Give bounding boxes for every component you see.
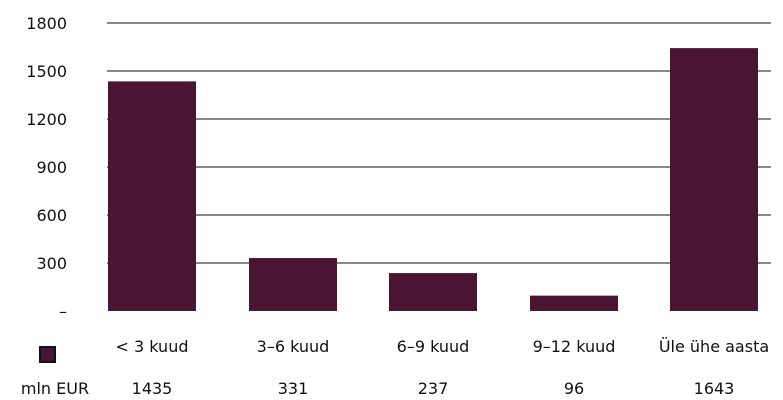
data-value-labels: 1435 331 237 96 1643: [132, 379, 735, 398]
y-tick-label: –: [59, 302, 67, 321]
legend: mln EUR: [21, 346, 89, 398]
y-tick-label: 1200: [26, 110, 67, 129]
y-tick-label: 300: [36, 254, 67, 273]
legend-series-label: mln EUR: [21, 379, 89, 398]
x-category-label: 6–9 kuud: [397, 337, 470, 356]
x-category-label: Üle ühe aasta: [659, 337, 769, 356]
data-value-label: 96: [564, 379, 584, 398]
data-value-label: 1435: [132, 379, 173, 398]
y-tick-label: 1500: [26, 62, 67, 81]
gridlines: [107, 22, 771, 264]
bar: [670, 48, 758, 312]
y-tick-label: 600: [36, 206, 67, 225]
bars: [108, 48, 758, 312]
bar: [389, 273, 477, 311]
y-tick-label: 900: [36, 158, 67, 177]
bar: [108, 81, 196, 312]
bar: [530, 295, 618, 311]
x-axis-category-labels: < 3 kuud 3–6 kuud 6–9 kuud 9–12 kuud Üle ühe…: [116, 337, 770, 356]
data-value-label: 331: [278, 379, 309, 398]
data-value-label: 1643: [694, 379, 735, 398]
x-category-label: 3–6 kuud: [257, 337, 330, 356]
x-category-label: < 3 kuud: [116, 337, 189, 356]
y-axis-tick-labels: – 300 600 900 1200 1500 1800: [26, 14, 67, 321]
x-category-label: 9–12 kuud: [533, 337, 616, 356]
bar: [249, 258, 337, 311]
y-tick-label: 1800: [26, 14, 67, 33]
legend-swatch: [39, 346, 56, 363]
data-value-label: 237: [418, 379, 449, 398]
